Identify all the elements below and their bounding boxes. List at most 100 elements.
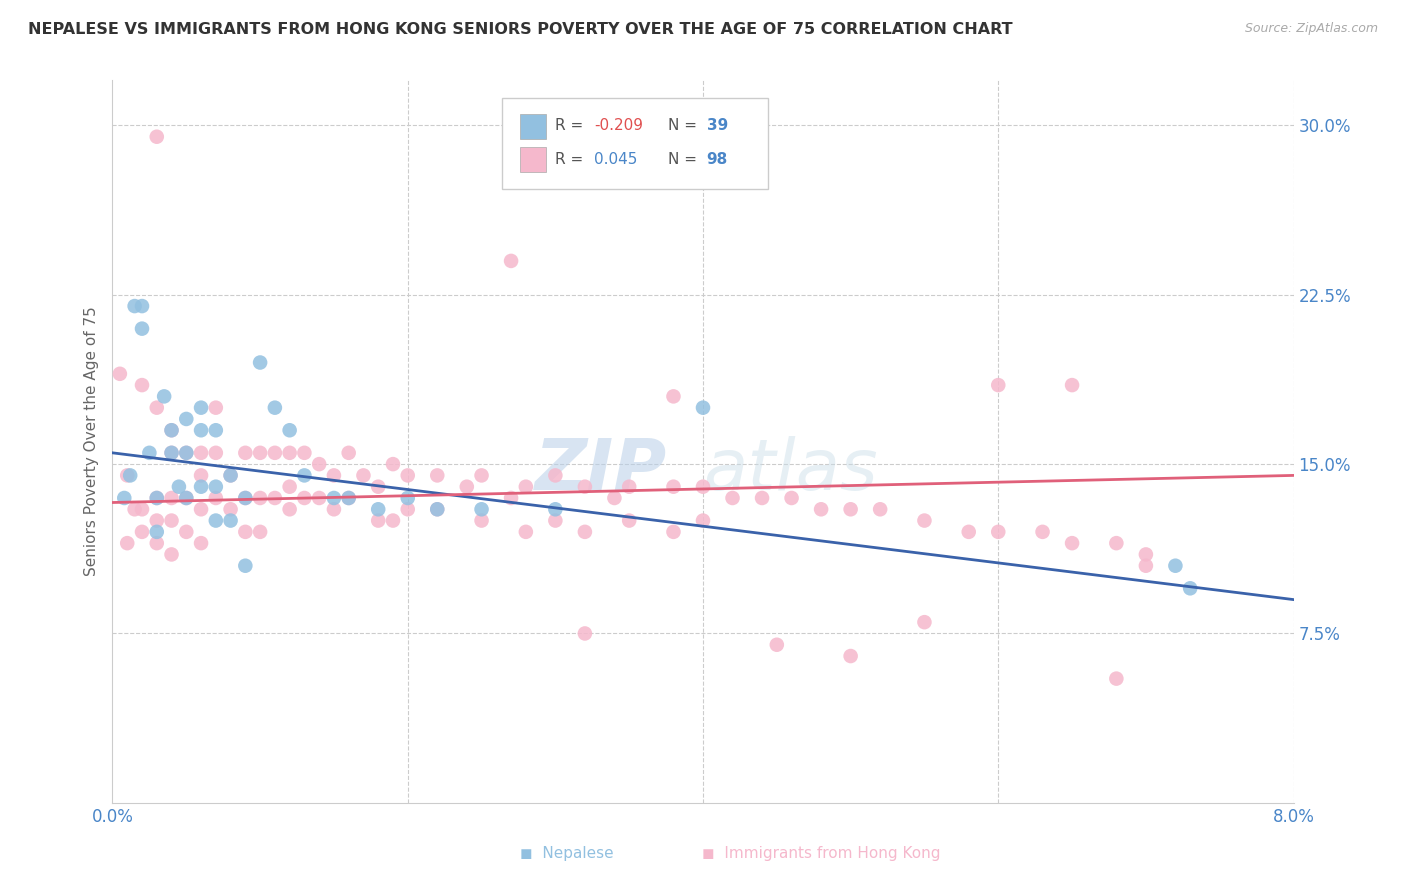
Text: N =: N = xyxy=(668,153,702,168)
Point xyxy=(292,446,315,460)
Point xyxy=(382,514,405,528)
Point xyxy=(174,412,197,426)
Point xyxy=(131,502,153,516)
Point xyxy=(146,524,169,539)
Point xyxy=(249,446,271,460)
Text: NEPALESE VS IMMIGRANTS FROM HONG KONG SENIORS POVERTY OVER THE AGE OF 75 CORRELA: NEPALESE VS IMMIGRANTS FROM HONG KONG SE… xyxy=(28,22,1012,37)
Point xyxy=(160,423,183,437)
Point xyxy=(987,524,1010,539)
Text: R =: R = xyxy=(555,119,589,133)
Point xyxy=(471,514,494,528)
Point xyxy=(160,548,183,562)
Point xyxy=(117,468,138,483)
Point xyxy=(160,514,183,528)
Point xyxy=(146,401,169,415)
Point xyxy=(278,423,301,437)
Point xyxy=(574,626,596,640)
Point xyxy=(112,491,135,505)
Point xyxy=(124,299,146,313)
Point xyxy=(396,491,419,505)
Point xyxy=(544,502,567,516)
Y-axis label: Seniors Poverty Over the Age of 75: Seniors Poverty Over the Age of 75 xyxy=(83,307,98,576)
Point xyxy=(810,502,832,516)
Point xyxy=(574,480,596,494)
Text: 98: 98 xyxy=(707,153,728,168)
Point xyxy=(1178,582,1201,596)
Point xyxy=(108,367,131,381)
Point xyxy=(264,401,287,415)
Point xyxy=(869,502,891,516)
Point xyxy=(264,446,287,460)
Point xyxy=(146,491,169,505)
Point xyxy=(174,491,197,505)
Point xyxy=(1032,524,1054,539)
Point xyxy=(233,558,256,573)
Point xyxy=(367,480,389,494)
Point xyxy=(160,423,183,437)
Point xyxy=(219,468,242,483)
Point xyxy=(146,129,169,144)
Point xyxy=(205,491,228,505)
Point xyxy=(323,502,346,516)
Point xyxy=(574,524,596,539)
Point xyxy=(914,514,936,528)
Point xyxy=(233,524,256,539)
Point xyxy=(205,446,228,460)
Point xyxy=(914,615,936,630)
Point xyxy=(544,468,567,483)
Point xyxy=(367,502,389,516)
Point xyxy=(292,468,315,483)
Text: ◼  Nepalese: ◼ Nepalese xyxy=(520,846,614,861)
Point xyxy=(174,491,197,505)
Point xyxy=(382,457,405,471)
Point xyxy=(839,648,862,663)
Point xyxy=(619,480,641,494)
Point xyxy=(323,491,346,505)
Point xyxy=(131,299,153,313)
Point xyxy=(146,536,169,550)
Point xyxy=(190,502,212,516)
Point xyxy=(205,480,228,494)
Point xyxy=(692,514,714,528)
Point xyxy=(456,480,478,494)
Point xyxy=(190,423,212,437)
Text: Source: ZipAtlas.com: Source: ZipAtlas.com xyxy=(1244,22,1378,36)
Text: 0.045: 0.045 xyxy=(595,153,638,168)
Point xyxy=(120,468,142,483)
Point xyxy=(249,355,271,369)
Text: ZIP: ZIP xyxy=(536,436,668,505)
Point xyxy=(471,468,494,483)
Point xyxy=(190,468,212,483)
Point xyxy=(249,491,271,505)
Point xyxy=(190,480,212,494)
Point xyxy=(396,468,419,483)
Point xyxy=(692,480,714,494)
Point xyxy=(278,480,301,494)
Point xyxy=(1105,536,1128,550)
Point xyxy=(501,491,523,505)
Point xyxy=(190,536,212,550)
Point xyxy=(146,514,169,528)
Point xyxy=(352,468,374,483)
Text: -0.209: -0.209 xyxy=(595,119,644,133)
Point xyxy=(249,524,271,539)
Point xyxy=(205,423,228,437)
Point xyxy=(174,524,197,539)
Point xyxy=(662,480,685,494)
Point xyxy=(337,491,360,505)
Point xyxy=(544,514,567,528)
Point xyxy=(839,502,862,516)
Point xyxy=(1135,558,1157,573)
Point xyxy=(662,524,685,539)
Point xyxy=(160,491,183,505)
Point xyxy=(219,502,242,516)
Point xyxy=(1062,378,1084,392)
Point xyxy=(426,502,449,516)
Point xyxy=(131,321,153,335)
Point xyxy=(337,491,360,505)
Point xyxy=(396,502,419,516)
Point xyxy=(205,401,228,415)
FancyBboxPatch shape xyxy=(502,98,768,189)
Point xyxy=(1105,672,1128,686)
Point xyxy=(131,378,153,392)
